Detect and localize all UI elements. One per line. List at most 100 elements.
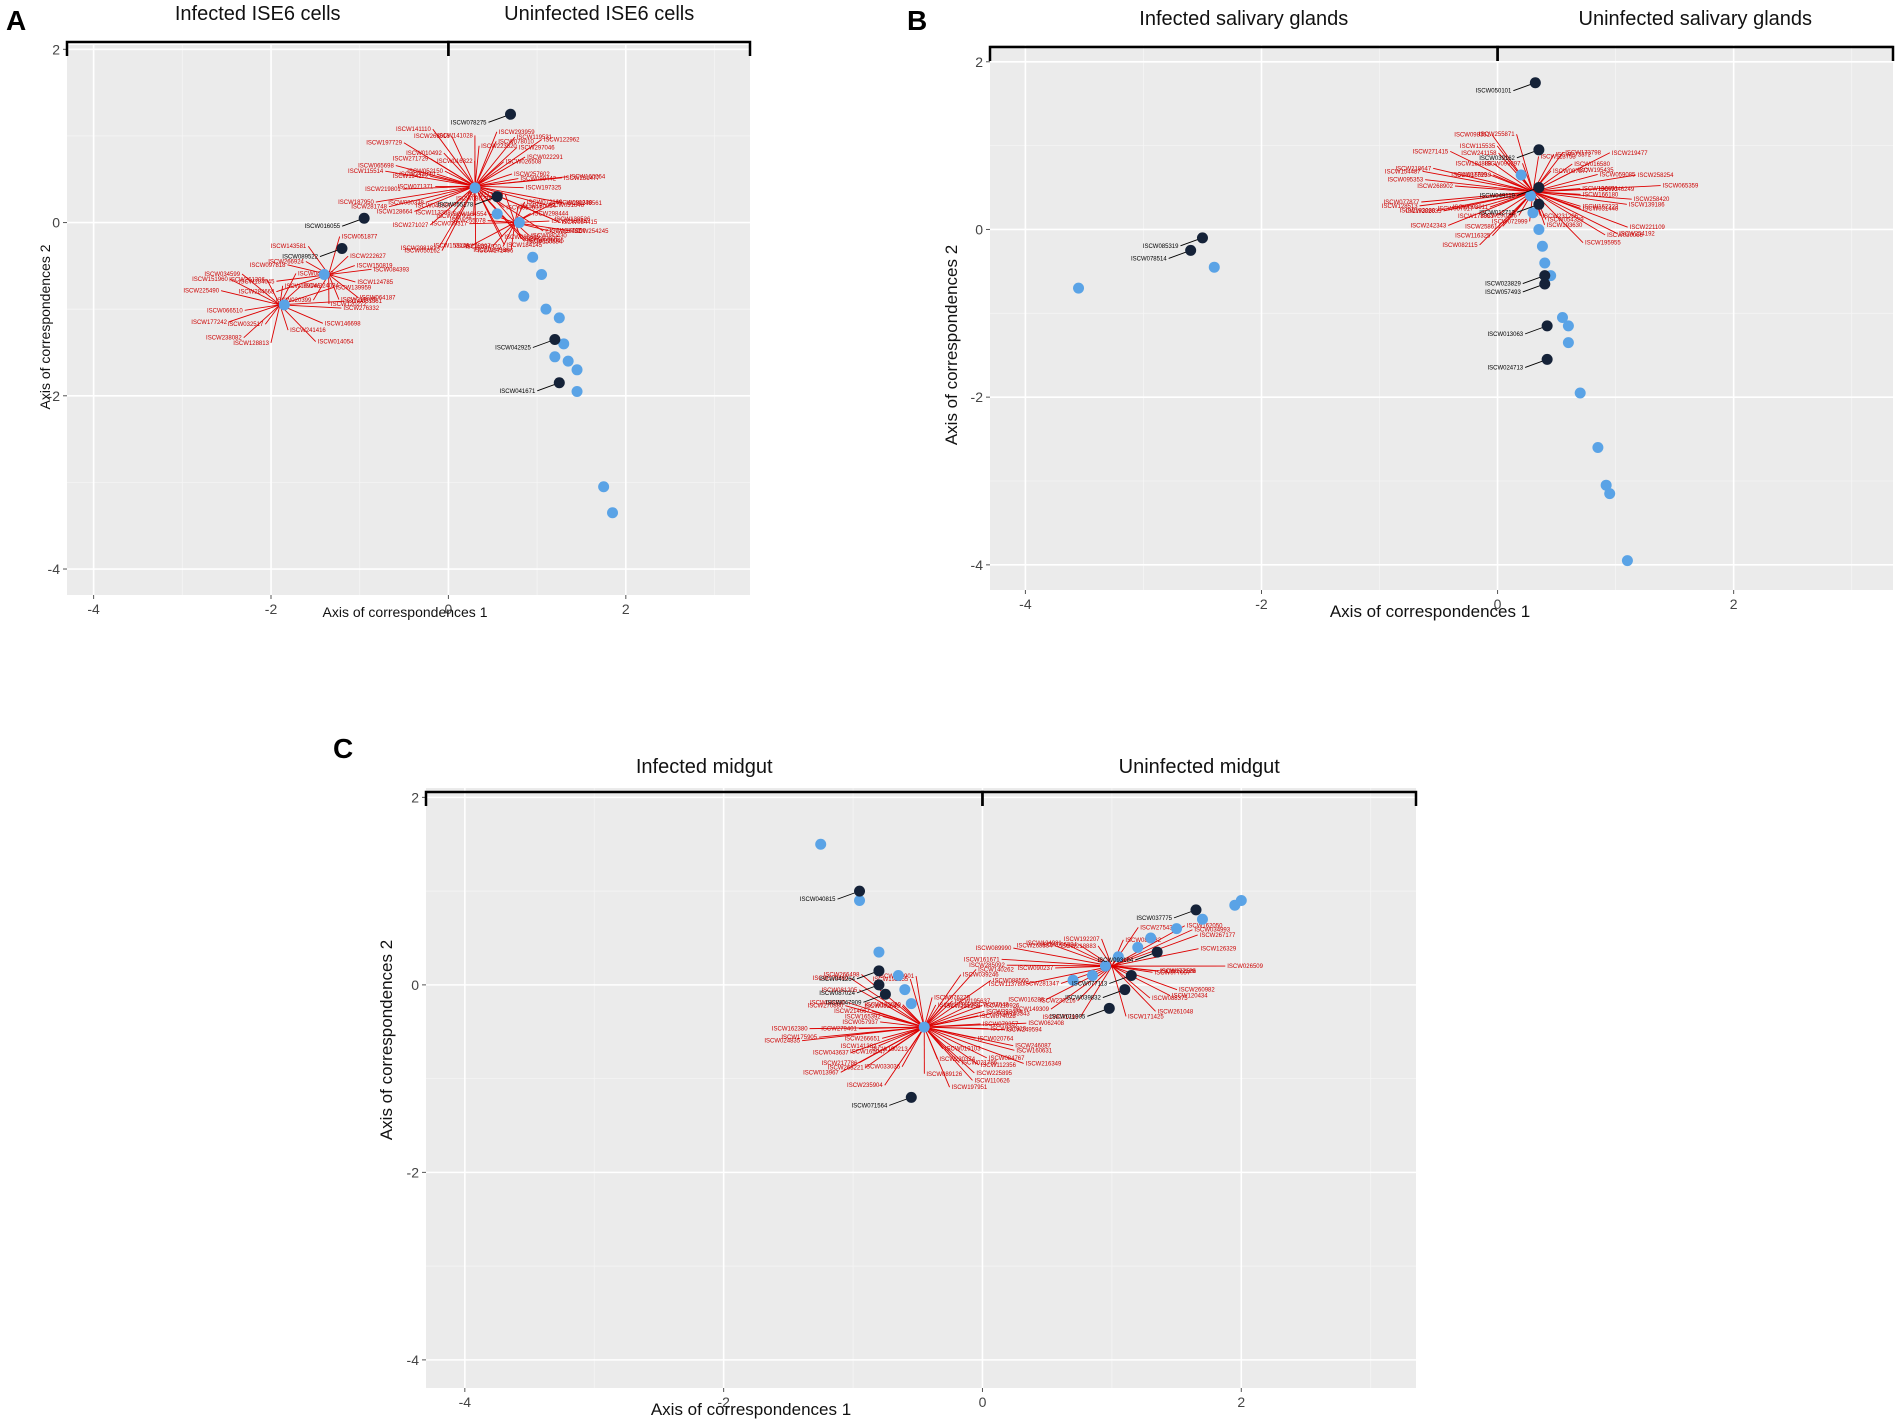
blue-point [1533, 223, 1545, 235]
blue-point [558, 338, 570, 350]
blue-point [892, 970, 904, 981]
gene-link-line [474, 139, 543, 187]
gene-link-line [865, 1026, 925, 1068]
gene-id-label: ISCW138526 [555, 217, 591, 223]
y-tick-label: 2 [975, 54, 983, 70]
gene-link-line [923, 974, 962, 1028]
gene-id-label: ISCW270880 [808, 1004, 844, 1010]
gene-link-line [474, 185, 547, 206]
gene-id-label: ISCW276332 [343, 306, 379, 312]
blue-point [918, 1021, 930, 1033]
gene-link-line [847, 1002, 925, 1028]
gene-id-label: ISCW160264 [570, 175, 606, 181]
x-tick-label: -2 [265, 601, 278, 617]
gene-link-line [270, 304, 281, 343]
black-point [358, 212, 370, 224]
gene-link-line [1479, 191, 1534, 246]
black-point-label: ISCW016055 [304, 224, 340, 230]
gene-link-line [443, 152, 476, 187]
gene-id-label: ISCW222627 [350, 254, 386, 260]
y-tick-label: -4 [971, 557, 984, 573]
gene-id-label: ISCW258420 [1634, 197, 1670, 203]
gene-id-label: ISCW126329 [1201, 947, 1237, 953]
gene-id-label: ISCW079357 [983, 1022, 1019, 1028]
black-point [879, 988, 891, 1000]
black-point [1125, 970, 1137, 981]
gene-id-label: ISCW149309 [1013, 1007, 1049, 1013]
gene-link-line [229, 278, 281, 306]
gene-link-line [474, 141, 497, 187]
gene-id-label: ISCW026509 [1227, 964, 1263, 970]
gene-id-label: ISCW181338 [557, 201, 593, 207]
gene-id-label: ISCW271415 [1413, 149, 1449, 155]
gene-id-label: ISCW099397 [1485, 161, 1521, 167]
gene-id-label: ISCW160756 [550, 229, 586, 235]
y-tick-label: -2 [971, 389, 984, 405]
gene-id-label: ISCW266498 [824, 972, 860, 978]
gene-id-label: ISCW139186 [1629, 202, 1665, 208]
gene-id-label: ISCW113780 [989, 982, 1025, 988]
gene-id-label: ISCW193630 [1547, 223, 1583, 229]
blue-point [540, 303, 552, 315]
gene-link-line [438, 185, 476, 249]
gene-link-line [1532, 188, 1597, 193]
gene-id-label: ISCW128513 [1382, 204, 1418, 210]
gene-link-line [241, 273, 281, 306]
y-tick-label: 2 [52, 41, 60, 57]
gene-link-line [924, 1022, 1027, 1028]
blue-point [469, 182, 481, 194]
gene-link-line [923, 1026, 979, 1066]
blue-point [873, 946, 885, 958]
blue-point [598, 481, 610, 493]
gene-id-label: ISCW139959 [335, 285, 371, 291]
gene-id-label: ISCW285092 [969, 963, 1005, 969]
gene-id-label: ISCW218647 [1395, 166, 1431, 172]
black-point [1151, 946, 1163, 958]
gene-link-line [923, 1026, 938, 1060]
blue-point [1073, 282, 1085, 294]
blue-point [1208, 261, 1220, 273]
gene-link-line [850, 977, 925, 1028]
gene-id-label: ISCW095285 [551, 219, 587, 225]
gene-id-label: ISCW097818 [250, 263, 286, 269]
gene-link-line [510, 222, 516, 250]
gene-link-line [1111, 965, 1171, 996]
black-point-label: ISCW041671 [500, 389, 536, 395]
black-point-label: ISCW077113 [1072, 982, 1108, 988]
gene-id-label: ISCW110626 [975, 1078, 1011, 1084]
gene-link-line [1077, 965, 1113, 1002]
gene-link-line [279, 304, 317, 342]
black-point-label: ISCW049119 [1480, 194, 1516, 200]
gene-link-line [1111, 948, 1199, 967]
gene-link-line [474, 185, 505, 246]
gene-link-line [923, 1026, 973, 1081]
gene-link-line [385, 170, 476, 187]
black-point [1119, 984, 1131, 996]
gene-id-label: ISCW177242 [191, 320, 227, 326]
gene-link-line [444, 170, 476, 187]
blue-point [1171, 923, 1183, 935]
gene-id-label: ISCW013967 [803, 1070, 839, 1076]
gene-id-label: ISCW086239 [456, 196, 492, 202]
gene-id-label: ISCW165392 [845, 1014, 881, 1020]
gene-link-line [474, 145, 480, 187]
blue-point [562, 355, 574, 367]
blue-point [1592, 441, 1604, 453]
gene-id-label: ISCW261048 [1158, 1009, 1194, 1015]
x-tick-label: 2 [1237, 1394, 1245, 1410]
blue-point [1112, 951, 1124, 963]
gene-link-line [1491, 134, 1534, 192]
gene-id-label: ISCW143343 [994, 1011, 1030, 1017]
gene-id-label: ISCW266016 [414, 134, 450, 140]
gene-id-label: ISCW054415 [562, 220, 598, 226]
gene-id-label: ISCW190213 [872, 1047, 908, 1053]
black-point [553, 377, 565, 389]
gene-id-label: ISCW197325 [526, 186, 562, 192]
gene-id-label: ISCW297911 [436, 214, 472, 220]
gene-id-label: ISCW043397 [416, 203, 452, 209]
gene-link-line [882, 1026, 925, 1039]
black-point-label: ISCW078275 [451, 120, 487, 126]
blue-point [1536, 240, 1548, 252]
y-tick-label: 2 [411, 789, 419, 805]
gene-link-line [1522, 163, 1534, 192]
